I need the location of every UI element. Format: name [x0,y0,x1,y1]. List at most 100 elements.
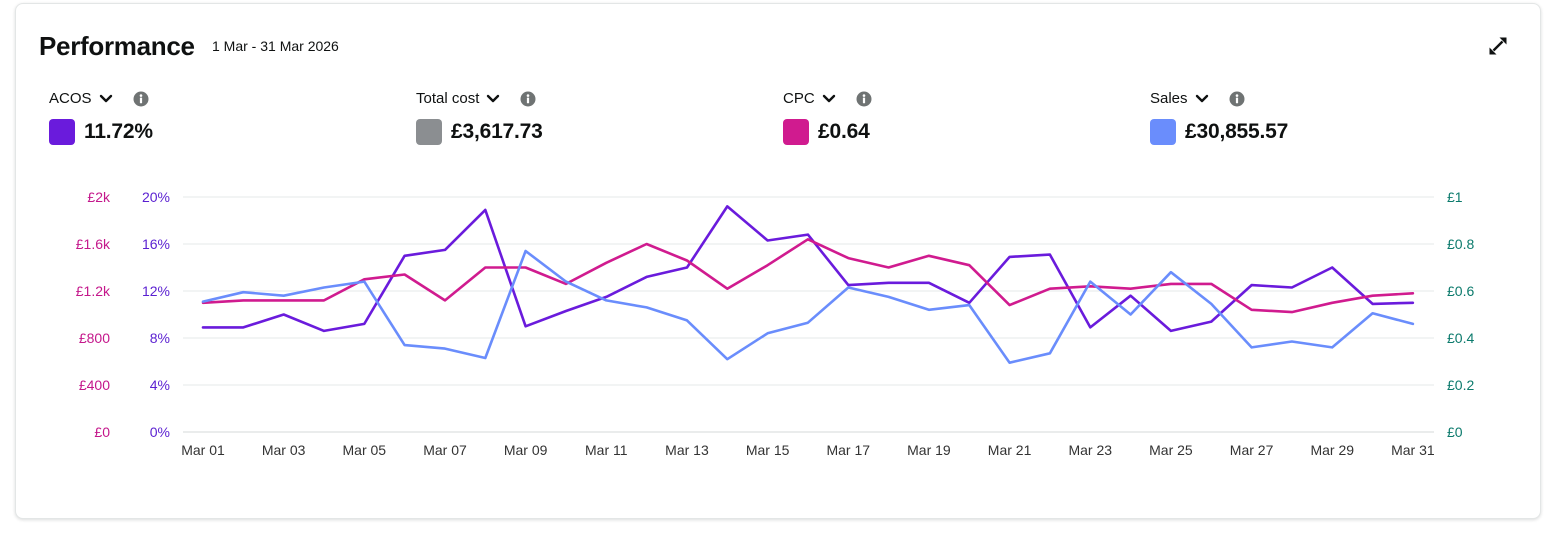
cpc-data-point [1289,309,1295,315]
cpc-data-point [1370,293,1376,299]
metric-total-cost: Total cost £3,617.73 [416,89,756,145]
performance-card: Performance 1 Mar - 31 Mar 2026 ACOS 11.… [15,3,1541,519]
sales-data-point [1168,269,1174,275]
acos-data-point [1168,328,1174,334]
x-axis-tick-label: Mar 19 [907,442,951,458]
metric-cpc: CPC £0.64 [783,89,1123,145]
metric-sales: Sales £30,855.57 [1150,89,1490,145]
acos-metric-dropdown[interactable]: ACOS [49,89,113,109]
metric-value: 11.72% [84,120,153,143]
x-axis-tick-label: Mar 23 [1068,442,1112,458]
cpc-data-point [886,265,892,271]
performance-chart: £2k £1.6k £1.2k £800 £400 £0 20% 16% 12% 8% 4% 0% £1… [76,189,1475,458]
left-inner-axis-tick-label: 4% [150,377,170,393]
sales-data-point [603,297,609,303]
acos-data-point [281,312,287,318]
acos-data-point [1047,252,1053,258]
sales-data-point [321,285,327,291]
chevron-down-icon [487,94,500,103]
cpc-data-point [1329,300,1335,306]
sales-data-point [240,289,246,295]
cpc-metric-dropdown[interactable]: CPC [783,89,836,109]
x-axis-tick-label: Mar 25 [1149,442,1193,458]
acos-data-point [926,280,932,286]
sales-data-point [1128,312,1134,318]
chevron-down-icon [99,94,112,103]
sales-data-point [1289,339,1295,345]
acos-data-point [765,238,771,244]
cpc-data-point [724,286,730,292]
acos-data-point [482,207,488,213]
info-icon[interactable] [856,91,872,107]
acos-data-point [1370,301,1376,307]
acos-data-point [1410,300,1416,306]
total-cost-color-swatch[interactable] [416,119,442,145]
acos-data-point [1128,293,1134,299]
acos-data-point [523,323,529,329]
right-axis-tick-label: £1 [1447,189,1463,205]
cpc-data-point [805,236,811,242]
info-icon[interactable] [133,91,149,107]
acos-data-point [1087,324,1093,330]
cpc-data-point [1128,286,1134,292]
right-axis-tick-label: £0.8 [1447,236,1474,252]
sales-color-swatch[interactable] [1150,119,1176,145]
right-axis-tick-label: £0.2 [1447,377,1474,393]
acos-series-line [201,205,1415,333]
acos-data-point [442,247,448,253]
right-axis-tick-label: £0.6 [1447,283,1474,299]
x-axis-tick-label: Mar 31 [1391,442,1435,458]
x-axis-tick-label: Mar 05 [343,442,387,458]
sales-data-point [1087,279,1093,285]
cpc-data-point [926,253,932,259]
sales-data-point [361,279,367,285]
sales-data-point [200,299,206,305]
sales-data-point [966,302,972,308]
sales-data-point [482,355,488,361]
x-axis-tick-label: Mar 21 [988,442,1032,458]
left-outer-axis-tick-label: £0 [94,424,110,440]
acos-data-point [684,265,690,271]
metric-label: Total cost [416,90,480,107]
info-icon[interactable] [1229,91,1245,107]
x-axis-tick-label: Mar 13 [665,442,709,458]
cpc-data-point [321,297,327,303]
acos-data-point [1007,254,1013,260]
sales-data-point [281,293,287,299]
left-outer-axis-tick-label: £2k [87,189,111,205]
cpc-data-point [644,241,650,247]
sales-data-point [442,346,448,352]
x-axis-tick-label: Mar 07 [423,442,467,458]
metric-acos: ACOS 11.72% [49,89,389,145]
sales-data-point [523,248,529,254]
metric-value: £30,855.57 [1185,120,1289,143]
acos-data-point [1249,282,1255,288]
acos-data-point [402,253,408,259]
acos-data-point [724,203,730,209]
left-inner-axis-tick-label: 16% [142,236,170,252]
cpc-data-point [684,258,690,264]
sales-data-point [1208,301,1214,307]
page-title: Performance [39,31,195,61]
total-cost-metric-dropdown[interactable]: Total cost [416,89,500,109]
sales-data-point [845,285,851,291]
acos-data-point [1329,265,1335,271]
info-icon[interactable] [520,91,536,107]
acos-color-swatch[interactable] [49,119,75,145]
sales-metric-dropdown[interactable]: Sales [1150,89,1209,109]
right-axis-tick-label: £0 [1447,424,1463,440]
cpc-data-point [1007,302,1013,308]
acos-data-point [1289,285,1295,291]
cpc-color-swatch[interactable] [783,119,809,145]
metric-label: Sales [1150,90,1188,107]
acos-data-point [563,308,569,314]
date-range: 1 Mar - 31 Mar 2026 [212,38,339,54]
cpc-data-point [482,265,488,271]
expand-icon[interactable] [1489,37,1507,55]
x-axis-tick-label: Mar 29 [1310,442,1354,458]
acos-data-point [644,274,650,280]
cpc-data-point [402,272,408,278]
metric-value: £0.64 [818,120,870,143]
metric-label: ACOS [49,90,92,107]
cpc-series-line [201,237,1415,314]
